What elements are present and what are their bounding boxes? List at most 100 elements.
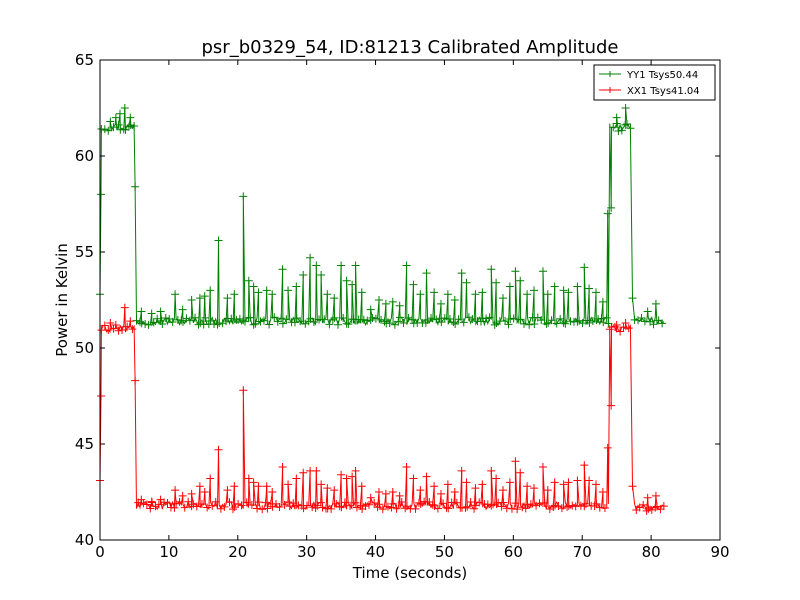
- data-marker: [478, 288, 487, 297]
- x-tick-label: 90: [710, 543, 729, 561]
- data-marker: [230, 290, 239, 299]
- data-marker: [588, 316, 597, 325]
- y-tick-label: 45: [75, 435, 94, 453]
- data-marker: [499, 498, 508, 507]
- data-marker: [600, 504, 609, 513]
- data-marker: [557, 504, 566, 513]
- data-marker: [296, 317, 305, 326]
- data-marker: [366, 305, 375, 314]
- data-marker: [530, 320, 539, 329]
- data-marker: [344, 320, 353, 329]
- data-marker: [466, 498, 475, 507]
- data-marker: [146, 504, 155, 513]
- data-marker: [566, 317, 575, 326]
- data-marker: [206, 474, 215, 483]
- data-marker: [592, 499, 601, 508]
- data-marker: [402, 261, 411, 270]
- data-marker: [437, 318, 446, 327]
- data-marker: [187, 296, 196, 304]
- data-marker: [259, 316, 268, 325]
- data-marker: [200, 488, 209, 496]
- data-marker: [161, 313, 170, 322]
- y-tick-label: 50: [75, 339, 94, 357]
- data-marker: [499, 486, 507, 495]
- data-marker: [177, 316, 186, 325]
- data-marker: [389, 499, 398, 508]
- data-marker: [137, 319, 146, 328]
- data-marker: [290, 318, 299, 327]
- data-marker: [230, 503, 239, 512]
- data-marker: [559, 480, 568, 489]
- data-marker: [262, 482, 271, 491]
- data-marker: [258, 505, 267, 514]
- data-marker: [242, 498, 251, 507]
- data-marker: [137, 495, 146, 504]
- data-marker: [416, 290, 425, 299]
- data-marker: [328, 315, 337, 324]
- data-marker: [651, 491, 660, 500]
- data-marker: [516, 468, 525, 477]
- data-marker: [235, 314, 244, 323]
- data-marker: [153, 314, 162, 323]
- data-marker: [388, 488, 397, 496]
- data-marker: [502, 504, 511, 513]
- data-marker: [317, 480, 326, 489]
- data-marker: [124, 122, 133, 131]
- data-marker: [457, 269, 466, 278]
- data-marker: [323, 290, 332, 299]
- data-marker: [118, 326, 127, 335]
- data-marker: [351, 466, 360, 475]
- data-marker: [422, 269, 431, 278]
- data-marker: [337, 261, 346, 270]
- data-marker: [462, 278, 471, 287]
- data-marker: [278, 319, 287, 328]
- data-marker: [352, 503, 361, 512]
- data-marker: [348, 472, 357, 481]
- data-marker: [443, 480, 452, 489]
- data-marker: [223, 294, 232, 303]
- legend-label-yy1: YY1 Tsys50.44: [626, 70, 698, 81]
- data-marker: [383, 502, 392, 511]
- data-marker: [516, 276, 525, 285]
- data-marker: [525, 320, 534, 329]
- data-marker: [303, 501, 312, 510]
- data-marker: [504, 320, 513, 329]
- data-marker: [371, 314, 380, 323]
- data-marker: [464, 313, 473, 322]
- data-marker: [509, 314, 518, 323]
- data-marker: [131, 376, 140, 385]
- legend-marker-yy1: [607, 71, 613, 77]
- data-marker: [585, 318, 594, 327]
- data-marker: [135, 317, 144, 326]
- data-marker: [439, 499, 448, 508]
- data-marker: [195, 482, 204, 491]
- data-marker: [120, 104, 129, 112]
- data-marker: [254, 498, 263, 507]
- data-marker: [432, 315, 441, 324]
- data-marker: [149, 318, 158, 327]
- data-marker: [643, 307, 652, 316]
- data-marker: [114, 326, 123, 335]
- data-marker: [114, 120, 123, 129]
- data-marker: [475, 498, 484, 507]
- data-marker: [505, 282, 514, 291]
- data-marker: [239, 386, 248, 395]
- data-marker: [111, 113, 120, 122]
- y-tick-label: 55: [75, 243, 94, 261]
- data-marker: [396, 313, 405, 322]
- data-marker: [585, 476, 594, 485]
- data-marker: [556, 314, 565, 323]
- data-marker: [351, 261, 360, 270]
- data-marker: [168, 318, 177, 327]
- x-tick-label: 70: [573, 543, 592, 561]
- data-marker: [414, 498, 423, 507]
- data-marker: [97, 190, 106, 199]
- data-marker: [171, 290, 180, 299]
- data-marker: [549, 502, 558, 511]
- data-marker: [511, 267, 520, 276]
- data-marker: [123, 322, 132, 331]
- data-marker: [470, 504, 479, 513]
- y-tick-label: 60: [75, 147, 94, 165]
- data-marker: [230, 482, 239, 491]
- data-marker: [523, 482, 532, 491]
